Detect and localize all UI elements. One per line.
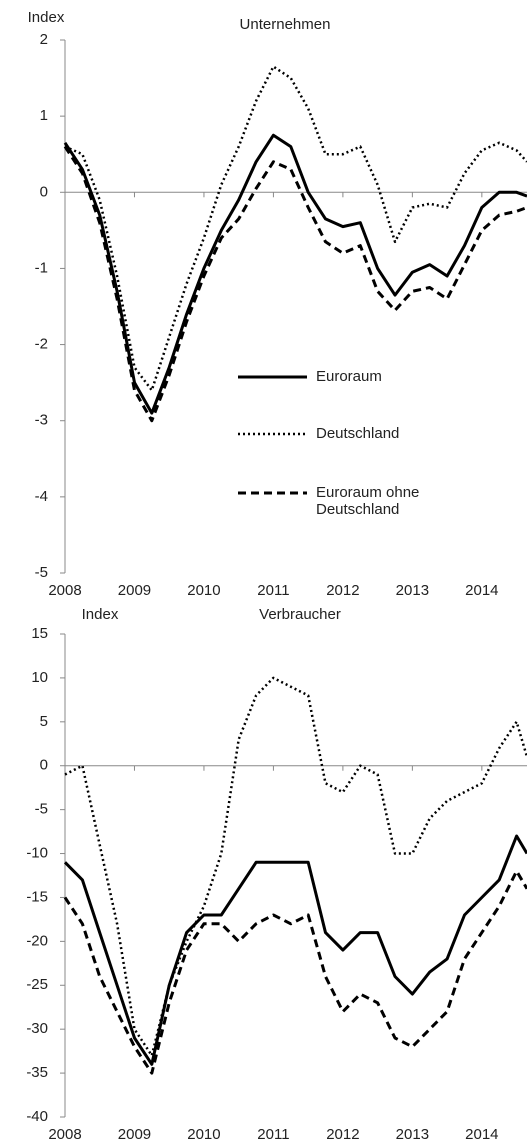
y-tick-label: 5 [40,713,48,730]
y-tick-label: -4 [35,488,48,505]
y-tick-label: -35 [26,1064,48,1081]
x-tick-label: 2009 [118,582,151,599]
y-tick-label: 1 [40,107,48,124]
series-line [63,869,527,1075]
chart-title: Verbraucher [259,606,341,623]
x-tick-label: 2010 [187,1126,220,1143]
y-tick-label: -30 [26,1020,48,1037]
series-line [63,834,527,1066]
series-line [63,133,527,415]
chart-title: Unternehmen [240,16,331,33]
x-tick-label: 2012 [326,1126,359,1143]
y-tick-label: -5 [35,564,48,581]
x-tick-label: 2012 [326,582,359,599]
y-axis-label: Index [28,9,65,26]
y-tick-label: 15 [31,625,48,642]
legend-label: Euroraum ohne Deutschland [316,484,420,518]
legend-label: Deutschland [316,425,400,442]
y-tick-label: 2 [40,31,48,48]
y-tick-label: -10 [26,845,48,862]
y-tick-label: -2 [35,336,48,353]
x-tick-label: 2011 [257,1126,289,1143]
y-tick-label: -15 [26,888,48,905]
x-tick-label: 2008 [48,1126,81,1143]
y-tick-label: -1 [35,259,48,276]
y-tick-label: -3 [35,412,48,429]
x-tick-label: 2014 [465,582,498,599]
series-line [64,65,527,392]
y-tick-label: -20 [26,932,48,949]
y-tick-label: 0 [40,757,48,774]
x-tick-label: 2009 [118,1126,151,1143]
y-tick-label: 0 [40,183,48,200]
x-tick-label: 2008 [48,582,81,599]
series-line [63,145,527,423]
legend-label: Euroraum [316,368,382,385]
x-tick-label: 2010 [187,582,220,599]
x-tick-label: 2013 [396,1126,429,1143]
y-axis-label: Index [82,606,119,623]
y-tick-label: -40 [26,1108,48,1125]
x-tick-label: 2014 [465,1126,498,1143]
x-tick-label: 2013 [396,582,429,599]
y-tick-label: -5 [35,801,48,818]
series-line [64,676,527,1057]
x-tick-label: 2011 [257,582,289,599]
y-tick-label: 10 [31,669,48,686]
y-tick-label: -25 [26,976,48,993]
